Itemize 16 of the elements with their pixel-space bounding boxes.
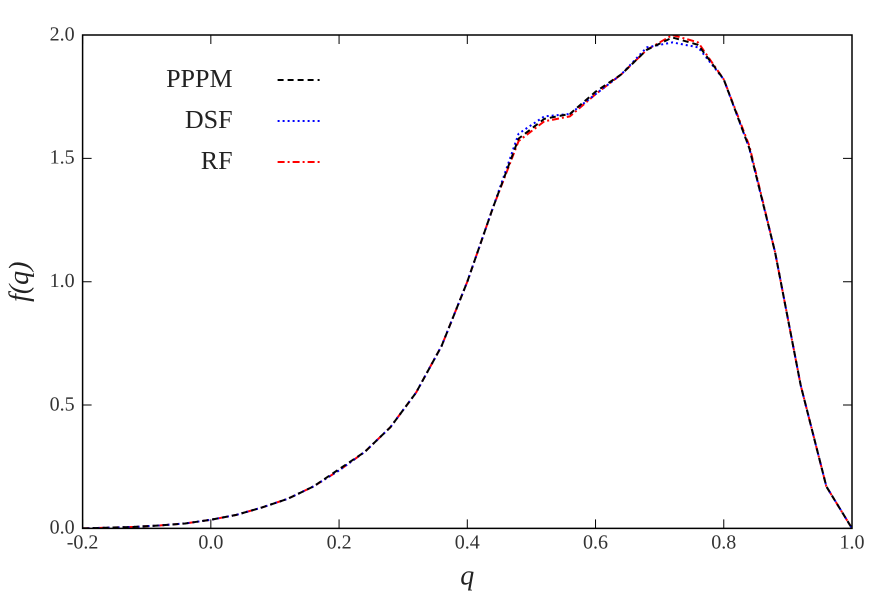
legend-label: PPPM: [166, 64, 233, 93]
x-tick-label: 0.0: [198, 532, 224, 554]
x-tick-label: 0.6: [583, 532, 608, 554]
y-tick-label: 0.5: [50, 393, 75, 416]
x-axis-title: q: [460, 560, 474, 592]
y-tick-label: 1.5: [50, 146, 75, 169]
y-tick-label: 2.0: [50, 23, 75, 46]
x-tick-label: 0.4: [454, 532, 480, 554]
legend-label: RF: [200, 146, 233, 175]
x-tick-label: 0.2: [326, 532, 352, 554]
x-tick-label: 0.8: [711, 532, 736, 554]
y-axis-title: f(q): [4, 261, 36, 302]
y-tick-label: 0.0: [50, 516, 75, 539]
y-tick-label: 1.0: [50, 270, 75, 292]
legend-label: DSF: [184, 104, 233, 134]
x-tick-label: 1.0: [840, 532, 864, 554]
